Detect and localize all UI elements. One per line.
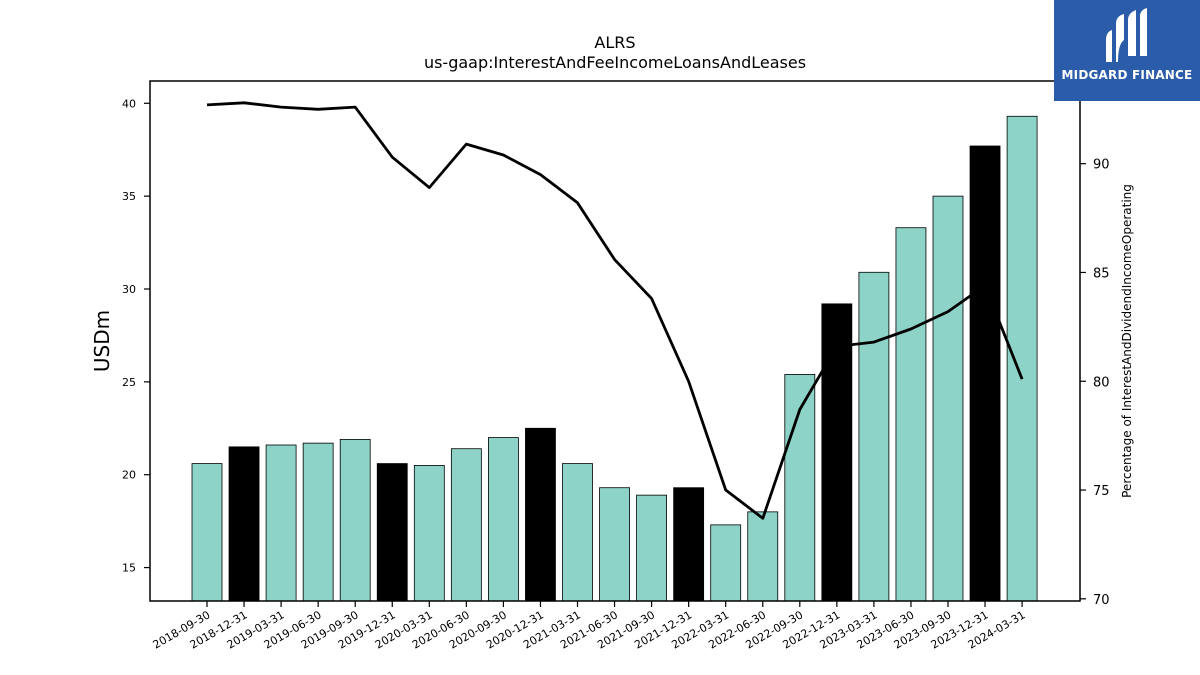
y2-tick-label: 85 <box>1093 266 1110 281</box>
bar-2019-06-30 <box>302 442 334 602</box>
bar-2023-12-31 <box>969 145 1001 602</box>
logo-text: MIDGARD FINANCE <box>1061 68 1193 82</box>
bar-2023-03-31 <box>858 271 890 602</box>
bar-2021-06-30 <box>599 487 630 602</box>
bar-2023-06-30 <box>895 227 927 602</box>
y2-tick-label: 75 <box>1093 484 1110 499</box>
y2-tick-label: 90 <box>1093 158 1110 173</box>
bar-2020-12-31 <box>525 427 556 602</box>
y-tick-label: 40 <box>122 97 136 110</box>
chart-title: ALRS <box>594 33 635 52</box>
y2-tick-label: 80 <box>1093 375 1110 390</box>
y-tick-label: 35 <box>122 190 136 203</box>
bar-2022-12-31 <box>821 303 853 602</box>
bar-2021-12-31 <box>673 487 705 602</box>
bar-2020-09-30 <box>487 437 519 602</box>
bar-2019-03-31 <box>265 444 297 602</box>
y2-tick-label: 70 <box>1093 593 1110 608</box>
bar-2021-09-30 <box>636 494 667 602</box>
bar-2021-03-31 <box>562 463 593 602</box>
bar-2022-03-31 <box>710 524 742 602</box>
bar-2024-03-31 <box>1006 115 1038 602</box>
y-tick-label: 20 <box>122 469 136 482</box>
y-axis-label: USDm <box>90 310 114 372</box>
y-tick-label: 15 <box>122 562 136 575</box>
bar-2020-03-31 <box>413 465 445 602</box>
percentage-line <box>206 101 1024 520</box>
bar-2023-09-30 <box>932 195 964 602</box>
bar-2022-06-30 <box>747 511 779 602</box>
logo-mark-icon <box>1106 8 1147 62</box>
y-tick-label: 30 <box>122 283 136 296</box>
chart-subtitle: us-gaap:InterestAndFeeIncomeLoansAndLeas… <box>424 53 806 72</box>
bar-2019-09-30 <box>339 439 371 602</box>
midgard-finance-logo: MIDGARD FINANCE <box>1054 0 1200 101</box>
bar-2018-12-31 <box>228 446 260 602</box>
y2-axis-label: Percentage of InterestAndDividendIncomeO… <box>1120 184 1134 498</box>
bar-2019-12-31 <box>376 463 408 602</box>
y-tick-label: 25 <box>122 376 136 389</box>
bar-2020-06-30 <box>450 448 482 602</box>
bar-2018-09-30 <box>191 463 223 602</box>
